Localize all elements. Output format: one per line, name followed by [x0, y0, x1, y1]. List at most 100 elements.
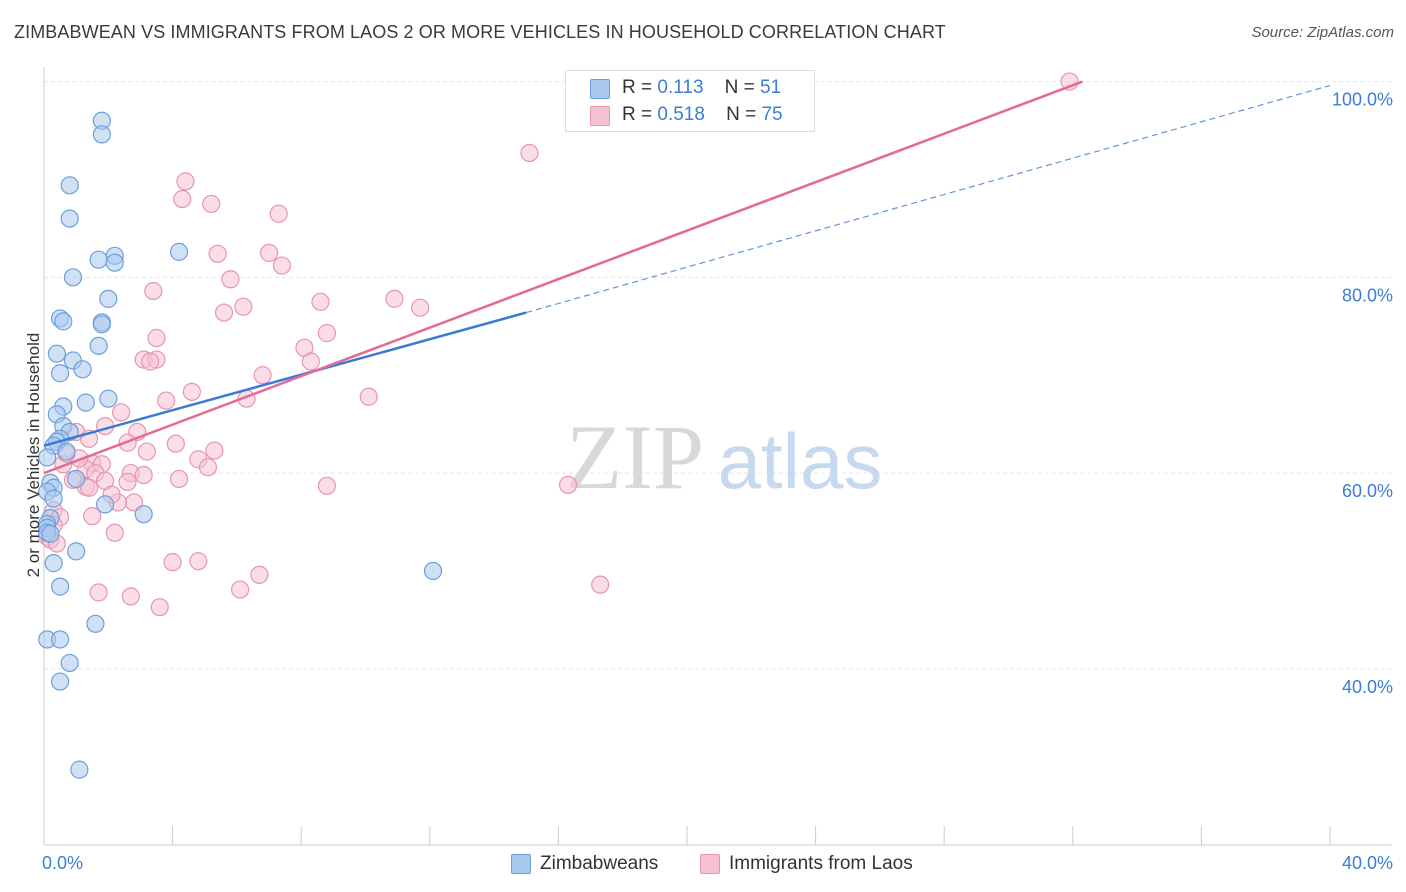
- data-point: [79, 478, 99, 497]
- tick-labels: 40.0% 60.0% 80.0% 100.0% 0.0% 40.0%: [42, 90, 1393, 873]
- data-point: [99, 289, 118, 308]
- legend-swatch-blue: [511, 854, 531, 874]
- data-point: [208, 244, 227, 263]
- data-point: [89, 250, 108, 269]
- data-point: [89, 336, 108, 355]
- data-point: [520, 143, 539, 163]
- data-point: [147, 328, 166, 348]
- data-point: [253, 366, 272, 385]
- data-point: [134, 505, 153, 524]
- legend: R = 0.113 N = 51 R = 0.518 N = 75: [565, 70, 815, 132]
- legend-n-value: 75: [761, 104, 783, 125]
- data-point: [214, 303, 234, 322]
- x-tick-label: 40.0%: [1342, 853, 1393, 873]
- y-tick-label: 60.0%: [1342, 481, 1393, 501]
- data-point: [157, 391, 176, 410]
- data-point: [67, 469, 86, 489]
- data-point: [221, 270, 240, 289]
- data-point: [57, 442, 76, 461]
- chart-title: ZIMBABWEAN VS IMMIGRANTS FROM LAOS 2 OR …: [14, 22, 946, 42]
- data-point: [205, 441, 224, 460]
- watermark: ZIP atlas: [566, 406, 882, 508]
- x-tick-label: 0.0%: [42, 853, 83, 873]
- data-point: [301, 352, 320, 371]
- data-point: [137, 442, 156, 461]
- data-point: [234, 297, 253, 316]
- trend-lines: [43, 80, 1331, 475]
- data-point: [50, 630, 70, 649]
- data-point: [317, 324, 337, 343]
- data-point: [47, 344, 66, 363]
- data-point: [150, 598, 169, 617]
- data-point: [50, 364, 70, 383]
- data-point: [134, 465, 153, 485]
- data-point: [83, 507, 102, 526]
- legend-stats: R = 0.518 N = 75: [622, 104, 783, 126]
- y-tick-label: 40.0%: [1342, 677, 1393, 697]
- legend-r-value: 0.113: [657, 77, 704, 98]
- data-point: [250, 565, 269, 584]
- data-point: [67, 542, 86, 561]
- data-point: [231, 580, 250, 599]
- data-point: [44, 554, 63, 573]
- data-point: [176, 172, 195, 191]
- data-point: [70, 760, 89, 779]
- data-point: [60, 653, 79, 673]
- data-point: [163, 553, 182, 572]
- data-point: [105, 523, 124, 542]
- data-point: [121, 587, 140, 606]
- data-point: [423, 561, 443, 581]
- data-point: [60, 209, 79, 228]
- data-point: [317, 476, 337, 495]
- watermark-atlas: atlas: [718, 417, 883, 505]
- data-point: [99, 389, 118, 408]
- data-point: [50, 577, 70, 596]
- data-point: [92, 125, 111, 144]
- data-point: [112, 403, 131, 422]
- grid: [44, 81, 1392, 670]
- data-point: [86, 614, 105, 633]
- legend-swatch-pink: [700, 854, 720, 874]
- data-point: [169, 469, 189, 489]
- data-point: [198, 458, 218, 477]
- data-point: [95, 495, 115, 514]
- watermark-zip: ZIP: [566, 406, 704, 508]
- data-point: [269, 204, 288, 223]
- data-point: [73, 360, 92, 379]
- legend-r-label: R =: [622, 104, 653, 125]
- legend-stats: R = 0.113 N = 51: [622, 77, 781, 99]
- legend-n-label: N =: [724, 77, 755, 98]
- data-point: [166, 434, 185, 453]
- data-point: [41, 524, 60, 543]
- data-point: [44, 489, 63, 508]
- data-point: [144, 281, 163, 301]
- data-point: [311, 292, 330, 311]
- legend-swatch-blue: [590, 79, 610, 99]
- data-point: [182, 382, 201, 401]
- legend-series-name: Zimbabweans: [540, 853, 659, 874]
- legend-n-value: 51: [760, 77, 782, 98]
- data-point: [558, 475, 578, 494]
- legend-r-label: R =: [622, 77, 653, 98]
- legend-series-name: Immigrants from Laos: [729, 853, 913, 874]
- series-zimbabweans-points: [38, 111, 443, 779]
- data-point: [411, 298, 430, 317]
- data-point: [38, 448, 57, 467]
- data-point: [189, 552, 208, 571]
- legend-swatch-pink: [590, 106, 610, 126]
- data-point: [202, 194, 221, 214]
- data-point: [50, 672, 70, 691]
- data-point: [76, 393, 95, 412]
- y-axis-title: 2 or more Vehicles in Household: [24, 332, 43, 578]
- data-point: [259, 243, 279, 262]
- series-laos-points: [38, 72, 1079, 617]
- data-point: [89, 583, 108, 602]
- trend-line-laos: [43, 80, 1083, 475]
- y-tick-label: 80.0%: [1342, 285, 1393, 305]
- data-point: [63, 268, 83, 287]
- data-point: [118, 472, 137, 491]
- y-tick-label: 100.0%: [1332, 90, 1393, 110]
- data-point: [385, 289, 404, 308]
- data-point: [169, 242, 189, 261]
- data-point: [359, 387, 378, 406]
